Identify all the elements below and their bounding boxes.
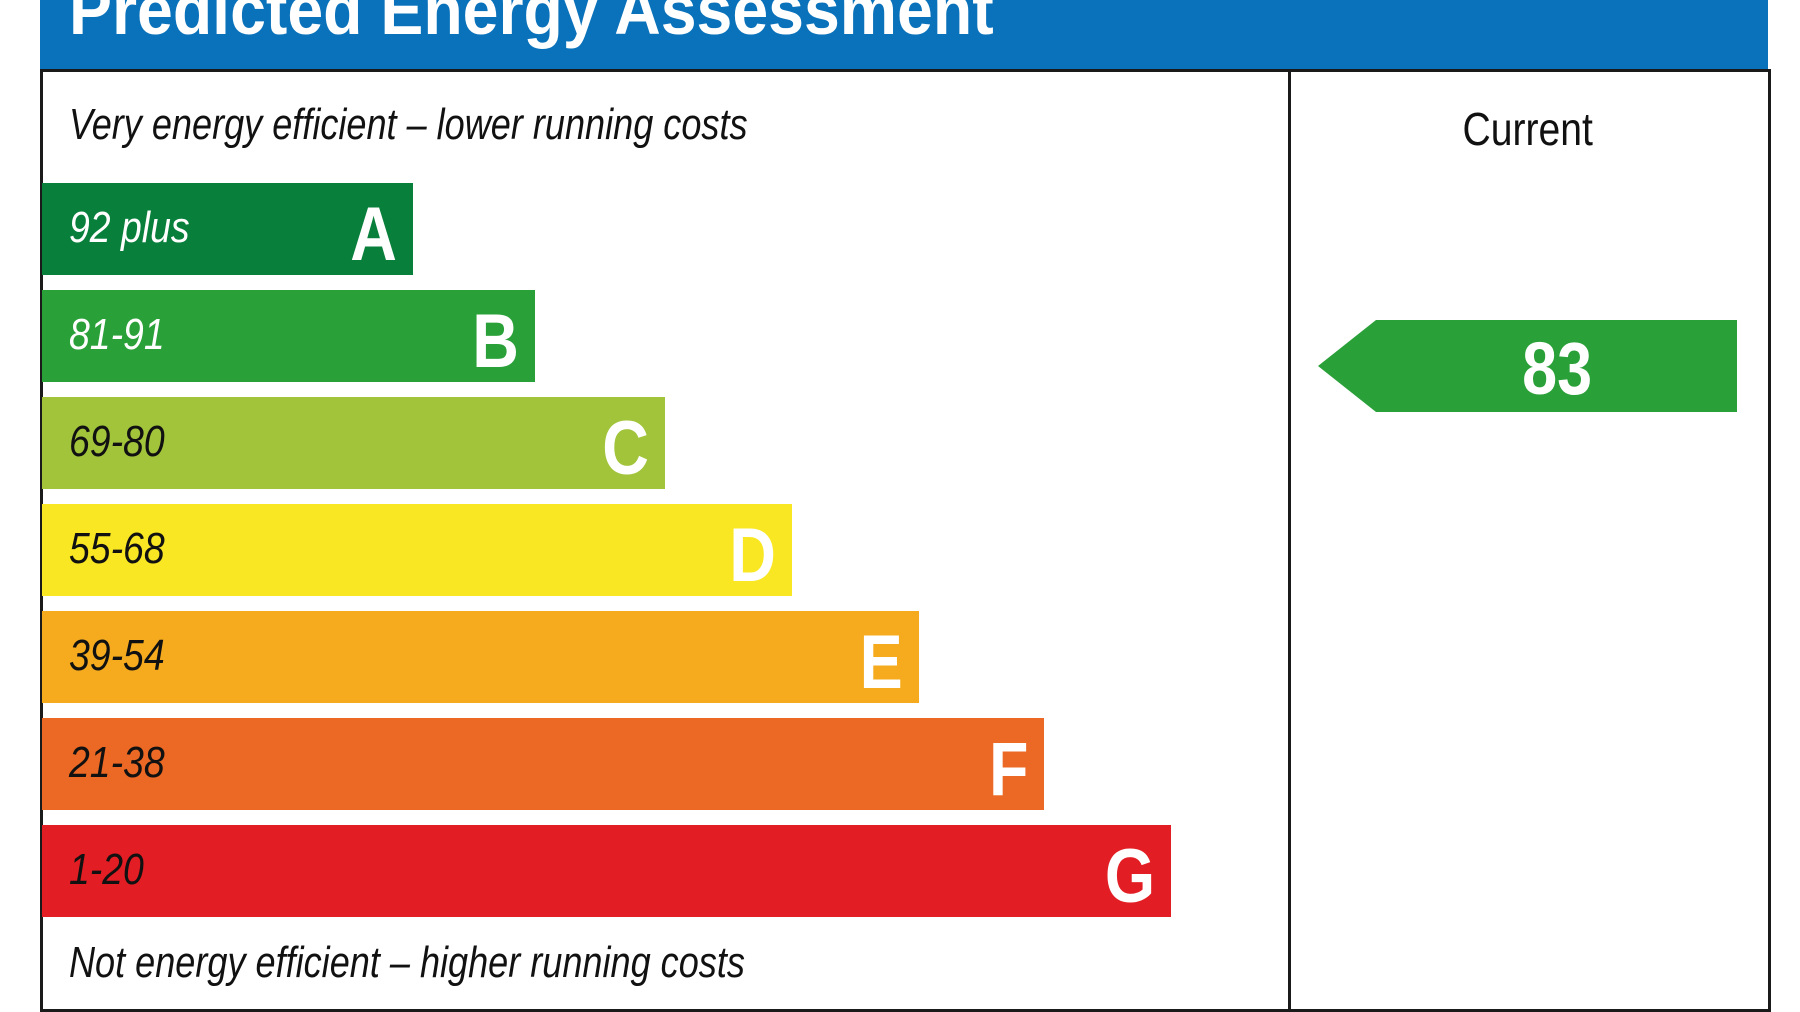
band-range: 55-68 <box>69 524 165 573</box>
band-letter: B <box>472 299 519 384</box>
band-letter: F <box>988 727 1028 812</box>
current-column-header: Current <box>1291 102 1765 156</box>
band-c: 69-80 C <box>42 397 665 491</box>
band-letter: G <box>1104 834 1155 919</box>
band-g: 1-20 G <box>42 825 1171 919</box>
band-range: 81-91 <box>69 310 165 359</box>
chart-header: Predicted Energy Assessment <box>40 0 1768 72</box>
band-range: 21-38 <box>69 738 165 787</box>
band-f: 21-38 F <box>42 718 1044 812</box>
band-range: 39-54 <box>69 631 165 680</box>
current-value-text: 83 <box>1522 327 1593 410</box>
column-divider <box>1288 69 1291 1012</box>
band-range: 69-80 <box>69 417 165 466</box>
band-letter: A <box>350 192 397 277</box>
band-letter: D <box>729 513 776 598</box>
chart-title: Predicted Energy Assessment <box>69 0 994 49</box>
bottom-note: Not energy efficient – higher running co… <box>69 938 745 987</box>
band-range: 92 plus <box>69 203 190 252</box>
band-range: 1-20 <box>69 845 144 894</box>
band-letter: E <box>859 620 903 705</box>
band-e: 39-54 E <box>42 611 919 705</box>
chart-frame <box>40 69 1771 1012</box>
top-note: Very energy efficient – lower running co… <box>69 100 748 149</box>
band-a: 92 plus A <box>42 183 413 277</box>
arrow-shape <box>1318 320 1737 412</box>
current-rating-value: 83 <box>1378 326 1737 411</box>
band-letter: C <box>602 406 649 491</box>
band-d: 55-68 D <box>42 504 792 598</box>
current-rating-arrow: 83 <box>1318 320 1737 412</box>
band-b: 81-91 B <box>42 290 535 384</box>
current-label: Current <box>1462 103 1594 155</box>
